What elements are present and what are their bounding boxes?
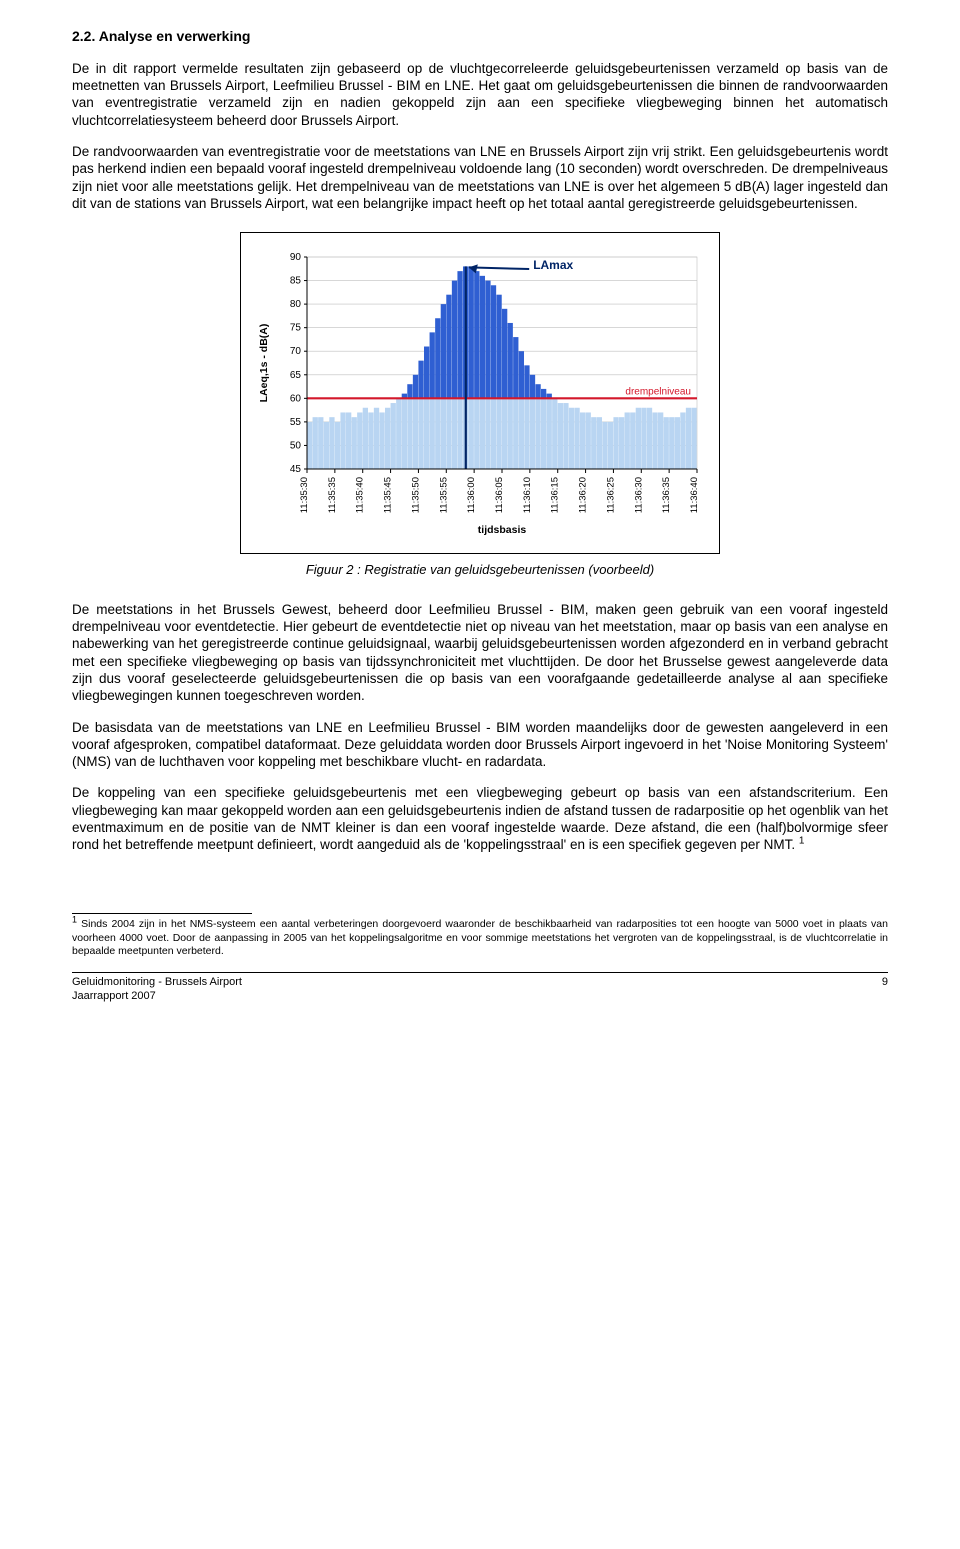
paragraph-3: De meetstations in het Brussels Gewest, … (72, 601, 888, 705)
page-footer: Geluidmonitoring - Brussels Airport Jaar… (72, 975, 888, 1003)
svg-text:11:36:30: 11:36:30 (633, 477, 644, 513)
footnote-mark: 1 (799, 836, 805, 847)
svg-text:70: 70 (290, 346, 302, 357)
paragraph-2: De randvoorwaarden van eventregistratie … (72, 143, 888, 212)
svg-text:11:35:40: 11:35:40 (355, 477, 366, 513)
svg-text:11:35:50: 11:35:50 (410, 477, 421, 513)
svg-text:60: 60 (290, 393, 302, 404)
svg-text:11:36:00: 11:36:00 (466, 477, 477, 513)
svg-text:11:36:35: 11:36:35 (661, 477, 672, 513)
paragraph-5: De koppeling van een specifieke geluidsg… (72, 784, 888, 853)
svg-text:11:36:25: 11:36:25 (605, 477, 616, 513)
svg-text:11:35:30: 11:35:30 (299, 477, 310, 513)
noise-chart: 45 50 55 60 65 70 75 80 85 90 drempelniveau LAmax 11… (251, 249, 711, 539)
svg-text:90: 90 (290, 252, 302, 263)
svg-text:LAeq,1s - dB(A): LAeq,1s - dB(A) (258, 324, 270, 403)
footer-left-1: Geluidmonitoring - Brussels Airport (72, 975, 242, 989)
svg-text:11:35:55: 11:35:55 (438, 477, 449, 513)
footnote: 1 Sinds 2004 zijn in het NMS-systeem een… (72, 918, 888, 957)
svg-text:80: 80 (290, 299, 302, 310)
page-number: 9 (882, 975, 888, 1003)
svg-text:11:36:05: 11:36:05 (494, 477, 505, 513)
footer-rule (72, 972, 888, 973)
paragraph-1: De in dit rapport vermelde resultaten zi… (72, 60, 888, 129)
svg-text:11:36:15: 11:36:15 (550, 477, 561, 513)
svg-text:11:35:35: 11:35:35 (327, 477, 338, 513)
footer-left-2: Jaarrapport 2007 (72, 989, 242, 1003)
chart-caption: Figuur 2 : Registratie van geluidsgebeur… (72, 562, 888, 579)
footnote-rule (72, 913, 252, 914)
svg-text:11:35:45: 11:35:45 (383, 477, 394, 513)
svg-text:tijdsbasis: tijdsbasis (478, 524, 527, 536)
svg-text:50: 50 (290, 440, 302, 451)
svg-text:45: 45 (290, 464, 302, 475)
svg-text:11:36:40: 11:36:40 (689, 477, 700, 513)
svg-text:11:36:10: 11:36:10 (522, 477, 533, 513)
svg-text:11:36:20: 11:36:20 (578, 477, 589, 513)
svg-text:85: 85 (290, 276, 302, 287)
chart-container: 45 50 55 60 65 70 75 80 85 90 drempelniveau LAmax 11… (240, 232, 720, 554)
svg-text:75: 75 (290, 323, 302, 334)
paragraph-4: De basisdata van de meetstations van LNE… (72, 719, 888, 771)
svg-text:55: 55 (290, 417, 302, 428)
svg-text:LAmax: LAmax (533, 258, 573, 272)
section-heading: 2.2. Analyse en verwerking (72, 28, 888, 46)
svg-text:drempelniveau: drempelniveau (625, 386, 691, 397)
svg-text:65: 65 (290, 370, 302, 381)
